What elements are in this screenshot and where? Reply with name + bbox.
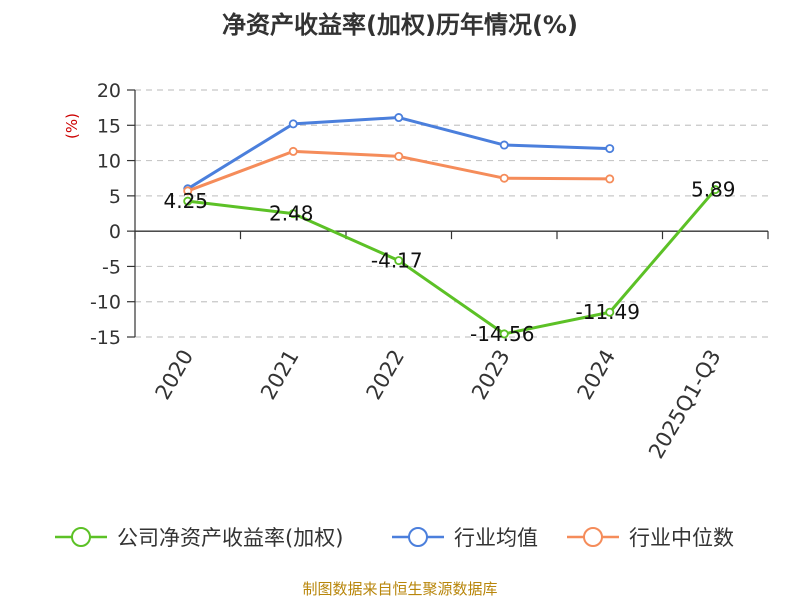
data-point xyxy=(605,174,615,184)
x-tick-label: 2025Q1-Q3 xyxy=(644,346,726,463)
chart-title: 净资产收益率(加权)历年情况(%) xyxy=(222,11,578,39)
legend-label: 公司净资产收益率(加权) xyxy=(117,526,343,550)
y-tick-label: -10 xyxy=(90,292,121,314)
data-point xyxy=(288,119,298,129)
legend-marker xyxy=(583,527,603,547)
data-point xyxy=(394,256,404,266)
data-point xyxy=(183,196,193,206)
data-point xyxy=(183,186,193,196)
data-point xyxy=(499,173,509,183)
axes: 20 15 10 5 0 -5 -10 -15 2020 2021 2022 2023 2024 2025… xyxy=(90,80,769,463)
y-tick-label: -5 xyxy=(102,256,121,278)
data-label: -11.49 xyxy=(576,300,640,324)
legend: 公司净资产收益率(加权) 行业均值 行业中位数 xyxy=(55,526,734,550)
grid-lines xyxy=(135,89,768,338)
y-tick-label: -15 xyxy=(90,327,121,349)
series-line-0 xyxy=(187,188,717,336)
y-tick-label: 20 xyxy=(97,80,121,102)
data-label: -4.17 xyxy=(371,249,423,273)
source-note: 制图数据来自恒生聚源数据库 xyxy=(302,580,497,598)
data-point xyxy=(499,140,509,150)
x-tick-label: 2022 xyxy=(362,346,410,404)
x-tick-label: 2020 xyxy=(151,346,199,404)
data-point xyxy=(394,113,404,123)
data-labels: 4.25 2.48 -4.17 -14.56 -11.49 5.89 xyxy=(163,178,735,346)
legend-marker xyxy=(71,527,91,547)
data-label: 2.48 xyxy=(269,202,314,226)
y-tick-label: 15 xyxy=(97,115,121,137)
x-tick-label: 2021 xyxy=(256,346,304,404)
y-tick-label: 5 xyxy=(109,186,121,208)
legend-marker xyxy=(408,527,428,547)
y-tick-label: 10 xyxy=(97,151,121,173)
y-tick-label: 0 xyxy=(109,221,121,243)
series-lines xyxy=(183,113,720,339)
data-point xyxy=(710,185,720,195)
x-tick-label: 2023 xyxy=(467,346,515,404)
data-point xyxy=(499,329,509,339)
x-tick-label: 2024 xyxy=(573,346,621,404)
data-point xyxy=(605,307,615,317)
legend-label: 行业中位数 xyxy=(629,526,734,550)
data-point xyxy=(394,151,404,161)
data-point xyxy=(288,209,298,219)
y-axis-unit-label: (%) xyxy=(63,113,81,139)
data-label: -14.56 xyxy=(470,322,534,346)
data-label: 4.25 xyxy=(163,189,208,213)
data-label: 5.89 xyxy=(691,178,736,202)
data-point xyxy=(605,144,615,154)
data-point xyxy=(288,146,298,156)
legend-label: 行业均值 xyxy=(454,526,538,550)
